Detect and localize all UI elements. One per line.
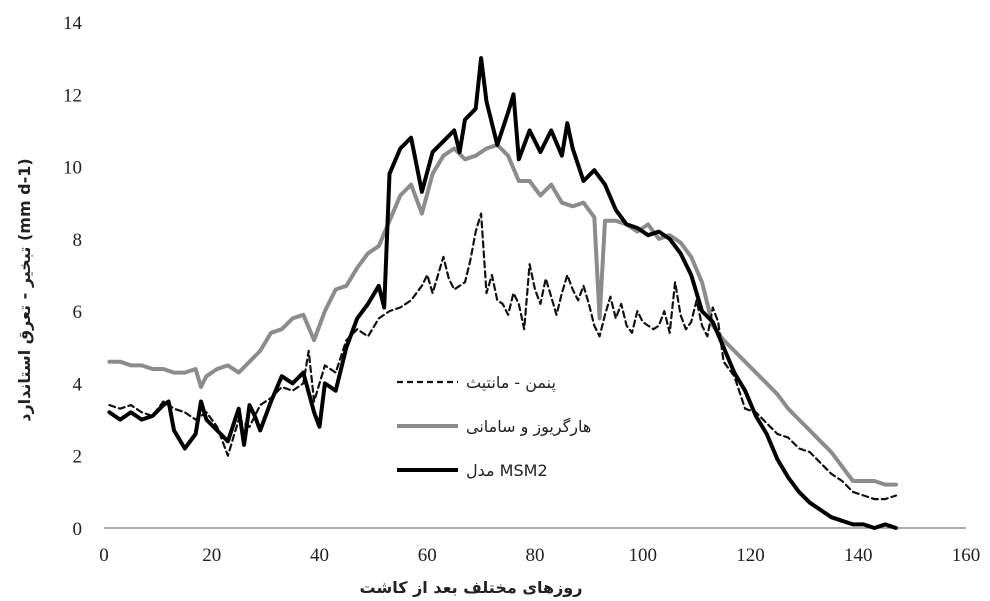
y-tick-label: 2 [73,447,83,468]
y-tick-label: 6 [73,302,83,323]
x-tick-label: 80 [526,545,545,566]
x-tick-label: 140 [844,545,873,566]
legend-label-2: مدل MSM2 [466,461,548,480]
y-axis: 0 2 4 6 8 10 12 14 [63,13,83,540]
x-tick-label: 20 [202,545,221,566]
y-tick-label: 8 [73,230,83,251]
x-tick-label: 100 [629,545,658,566]
y-tick-label: 0 [73,519,83,540]
series-layer [107,56,898,530]
legend-label-1: هارگریوز و سامانی [466,417,591,437]
series-line-2 [107,56,898,530]
x-tick-label: 120 [736,545,765,566]
series-line-1 [107,142,898,487]
y-axis-title: تبخیر - تعرق استاندارد (mm d-1) [15,158,34,421]
legend-label-0: پنمن - مانتیث [466,373,556,393]
legend: پنمن - مانتیث هارگریوز و سامانی مدل MSM2 [397,373,591,480]
x-tick-label: 160 [952,545,981,566]
x-tick-label: 0 [99,545,109,566]
y-tick-label: 12 [63,85,82,106]
x-axis-title: روزهای مختلف بعد از کاشت [360,578,583,597]
y-tick-label: 14 [63,13,83,34]
x-tick-label: 40 [310,545,329,566]
x-axis: 0 20 40 60 80 100 120 140 160 [99,527,981,566]
x-tick-label: 60 [418,545,437,566]
y-tick-label: 4 [73,374,83,395]
y-tick-label: 10 [63,158,82,179]
